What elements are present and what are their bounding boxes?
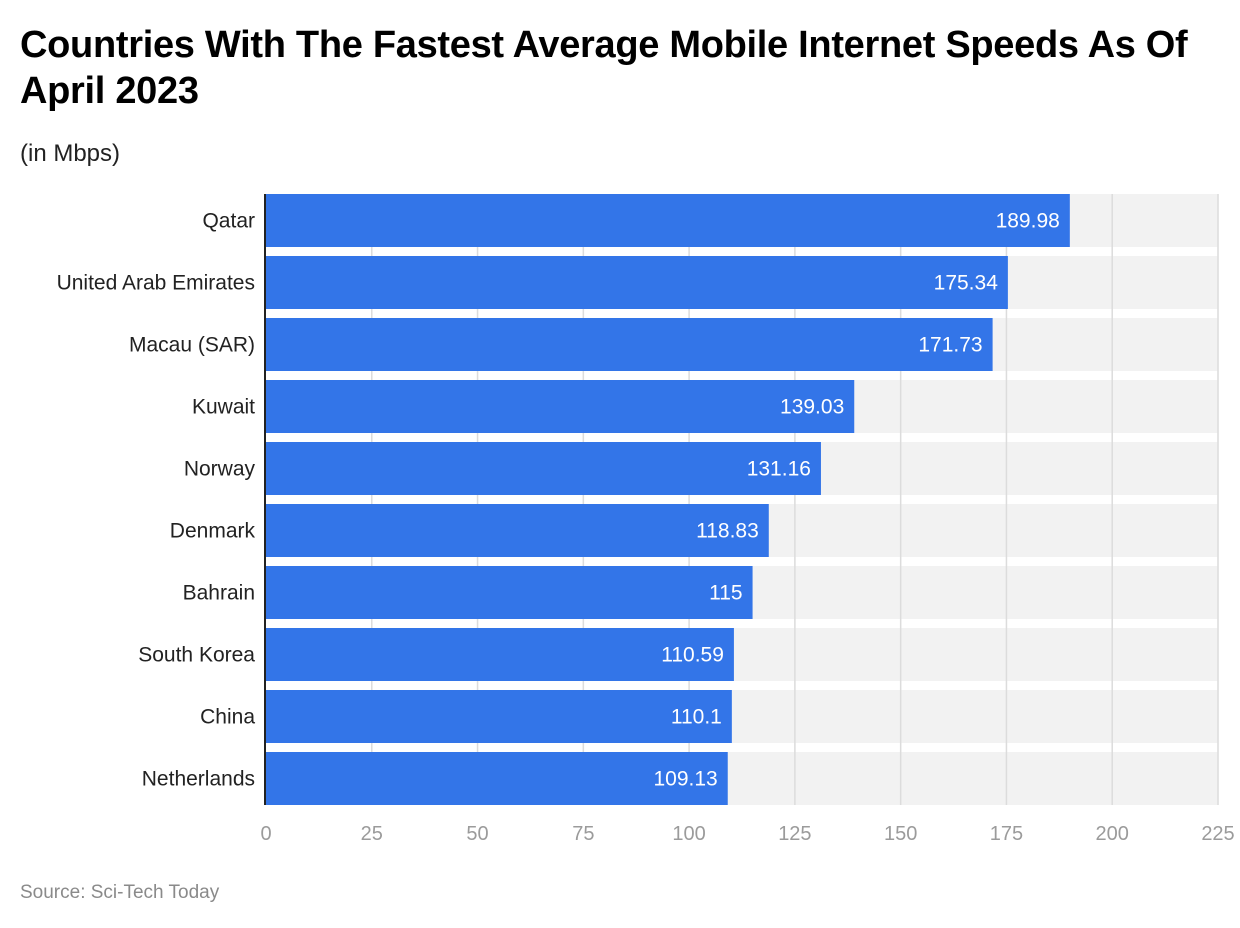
value-label: 139.03 [780, 396, 844, 419]
source-note: Source: Sci-Tech Today [20, 882, 220, 903]
category-label: Qatar [202, 210, 255, 233]
value-label: 110.59 [661, 644, 724, 667]
chart-subtitle: (in Mbps) [20, 140, 121, 167]
bar [266, 318, 993, 371]
x-tick-label: 50 [466, 823, 488, 845]
value-label: 171.73 [918, 334, 982, 357]
x-tick-label: 100 [672, 823, 705, 845]
x-tick-label: 150 [884, 823, 917, 845]
value-label: 109.13 [654, 768, 718, 791]
x-tick-labels: 0 25 50 75 100 125 150 175 200 225 [260, 823, 1234, 845]
value-label: 118.83 [696, 520, 759, 543]
category-label: United Arab Emirates [57, 272, 255, 295]
category-label: Kuwait [192, 396, 255, 419]
bar [266, 752, 728, 805]
bar [266, 256, 1008, 309]
category-label: Macau (SAR) [129, 334, 255, 357]
value-label: 189.98 [996, 210, 1060, 233]
x-tick-label: 25 [361, 823, 383, 845]
category-label: Bahrain [183, 582, 255, 605]
x-tick-label: 0 [260, 823, 271, 845]
bar [266, 442, 821, 495]
category-labels: Qatar United Arab Emirates Macau (SAR) Kuwa… [57, 210, 256, 791]
category-label: Denmark [170, 520, 256, 543]
category-label: China [200, 706, 255, 729]
value-label: 131.16 [747, 458, 811, 481]
category-label: South Korea [138, 644, 255, 667]
value-labels: 189.98 175.34 171.73 139.03 131.16 118.83 115 1… [654, 210, 1060, 791]
value-label: 110.1 [671, 706, 722, 729]
value-label: 115 [709, 582, 742, 605]
bar [266, 380, 855, 433]
category-label: Norway [184, 458, 256, 481]
bar [266, 504, 769, 557]
x-tick-label: 225 [1201, 823, 1234, 845]
bar [266, 628, 734, 681]
x-tick-label: 75 [572, 823, 594, 845]
bars [266, 194, 1070, 805]
x-tick-label: 125 [778, 823, 811, 845]
bar [266, 566, 753, 619]
category-label: Netherlands [142, 768, 255, 791]
chart-title: Countries With The Fastest Average Mobil… [20, 24, 1188, 112]
x-tick-label: 200 [1096, 823, 1129, 845]
x-tick-label: 175 [990, 823, 1023, 845]
bar [266, 690, 732, 743]
value-label: 175.34 [934, 272, 999, 295]
bar [266, 194, 1070, 247]
